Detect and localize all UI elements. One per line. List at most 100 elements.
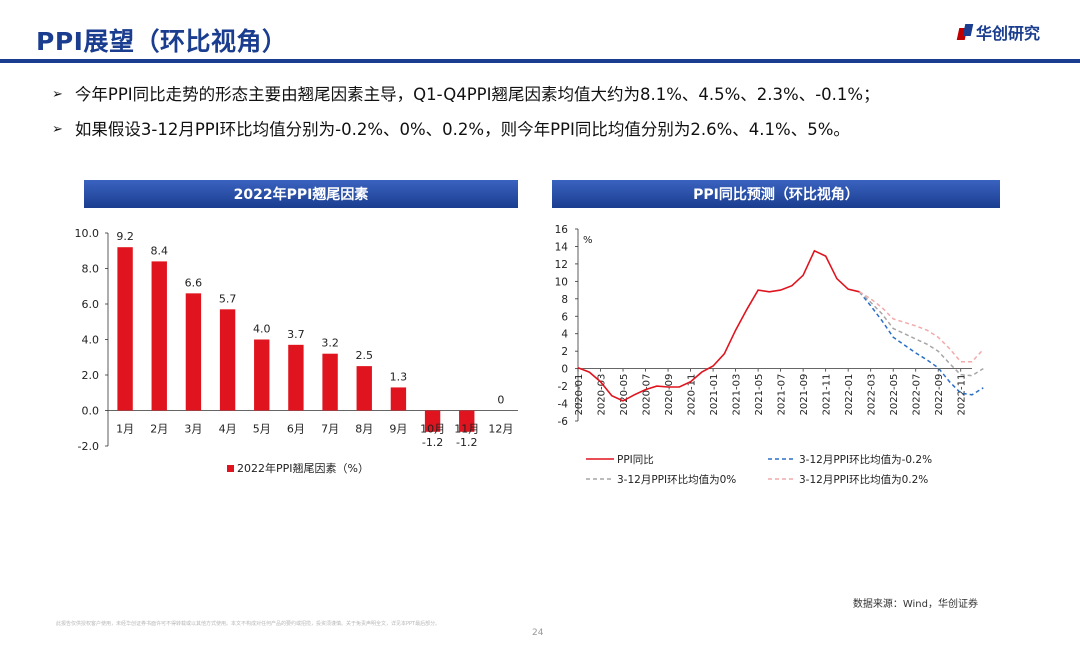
bar — [390, 387, 407, 411]
bullet-text: 如果假设3-12月PPI环比均值分别为-0.2%、0%、0.2%，则今年PPI同… — [74, 120, 850, 139]
x-tick-label: 3月 — [184, 423, 202, 436]
bar — [151, 261, 167, 411]
arrow-bullet-icon: ➢ — [52, 87, 63, 102]
disclaimer-text: 此报告仅供授权客户使用，未经华创证券书面许可不得转载或以其他方式使用。本文不构成… — [56, 621, 441, 627]
y-tick-label: 16 — [555, 224, 569, 236]
bar-value-label: 9.2 — [116, 230, 134, 243]
right-chart-title: PPI同比预测（环比视角） — [552, 180, 1000, 208]
x-tick-label: 2020-07 — [642, 374, 653, 416]
y-unit-label: % — [583, 235, 593, 246]
y-tick-label: 10 — [555, 276, 568, 288]
bar — [185, 293, 202, 411]
bar-value-label: 4.0 — [253, 323, 271, 336]
x-tick-label: 2021-03 — [732, 374, 743, 416]
y-tick-label: 12 — [555, 259, 568, 271]
bar-value-label: 3.7 — [287, 328, 305, 341]
x-tick-label: 8月 — [355, 423, 373, 436]
x-tick-label: 2020-01 — [574, 374, 585, 416]
data-source: 数据来源：Wind，华创证券 — [852, 599, 978, 610]
bar-value-label: 0 — [497, 394, 504, 407]
legend-swatch — [227, 465, 234, 472]
y-tick-label: -2.0 — [78, 440, 99, 453]
x-tick-label: 2021-09 — [799, 374, 810, 416]
bar — [459, 410, 475, 432]
x-tick-label: 12月 — [488, 423, 513, 436]
x-tick-label: 2021-05 — [754, 374, 765, 416]
x-tick-label: 2021-07 — [777, 374, 788, 416]
bullet-item: ➢ 如果假设3-12月PPI环比均值分别为-0.2%、0%、0.2%，则今年PP… — [52, 119, 880, 141]
bar — [424, 410, 441, 432]
x-tick-label: 5月 — [253, 423, 271, 436]
x-tick-label: 2022-03 — [867, 374, 878, 416]
x-tick-label: 11月 — [454, 423, 479, 436]
y-tick-label: 14 — [555, 241, 569, 253]
legend-label: 3-12月PPI环比均值为0% — [617, 473, 736, 486]
bar-value-label: -1.2 — [422, 436, 443, 449]
x-tick-label: 2020-09 — [664, 374, 675, 416]
y-tick-label: -2 — [558, 381, 568, 393]
x-tick-label: 2020-05 — [619, 374, 630, 416]
bullet-list: ➢ 今年PPI同比走势的形态主要由翘尾因素主导，Q1-Q4PPI翘尾因素均值大约… — [52, 84, 880, 154]
bar-value-label: 3.2 — [321, 337, 339, 350]
line-chart: -6 -4 -2 0 2 4 6 8 10 12 14 16% 2020-01 2020-03 2020-0… — [555, 224, 984, 486]
y-tick-label: 0.0 — [82, 405, 100, 418]
bar — [219, 309, 236, 411]
legend-label: 2022年PPI翘尾因素（%） — [237, 461, 369, 475]
x-tick-label: 4月 — [219, 423, 237, 436]
x-tick-label: 2022-07 — [912, 374, 923, 416]
x-tick-label: 2020-11 — [687, 374, 698, 416]
x-tick-label: 6月 — [287, 423, 305, 436]
x-tick-label: 2021-01 — [709, 374, 720, 416]
bar-value-label: -1.2 — [456, 436, 477, 449]
series-line — [858, 291, 984, 377]
x-tick-label: 2022-11 — [957, 374, 968, 416]
x-tick-label: 2020-03 — [597, 374, 608, 416]
legend-label: PPI同比 — [617, 453, 654, 466]
y-tick-label: 2.0 — [82, 369, 100, 382]
bar — [322, 353, 338, 411]
y-tick-label: 10.0 — [75, 227, 100, 240]
y-tick-label: 4.0 — [82, 334, 100, 347]
x-tick-label: 2021-11 — [822, 374, 833, 416]
bar-value-label: 2.5 — [356, 349, 374, 362]
bar — [254, 339, 270, 411]
y-tick-label: 4 — [561, 329, 568, 341]
x-tick-label: 10月 — [420, 423, 445, 436]
logo-icon — [956, 24, 974, 40]
header-divider — [0, 59, 1080, 63]
bullet-item: ➢ 今年PPI同比走势的形态主要由翘尾因素主导，Q1-Q4PPI翘尾因素均值大约… — [52, 84, 880, 106]
y-tick-label: 8.0 — [82, 263, 100, 276]
left-chart-title: 2022年PPI翘尾因素 — [84, 180, 518, 208]
bar — [356, 366, 372, 411]
bar-value-label: 8.4 — [151, 244, 169, 257]
bar-value-label: 5.7 — [219, 292, 237, 305]
bar-value-label: 1.3 — [390, 370, 408, 383]
x-tick-label: 1月 — [116, 423, 134, 436]
bar-value-label: 6.6 — [185, 276, 203, 289]
bar — [117, 247, 133, 411]
bar-chart: -2.0 0.0 2.0 4.0 6.0 8.0 10.0 9.2 1月 8.4 2月 6.6 3月 5.… — [75, 227, 518, 475]
series-line — [859, 291, 984, 363]
logo-text: 华创研究 — [975, 24, 1040, 43]
x-tick-label: 7月 — [321, 423, 339, 436]
y-tick-label: 2 — [561, 346, 568, 358]
x-tick-label: 2022-09 — [934, 374, 945, 416]
y-tick-label: 0 — [561, 364, 568, 376]
page-number: 24 — [532, 628, 544, 638]
x-tick-label: 2022-01 — [844, 374, 855, 416]
x-tick-label: 2月 — [150, 423, 168, 436]
legend-label: 3-12月PPI环比均值为0.2% — [799, 473, 928, 486]
brand-logo: 华创研究 — [956, 20, 1040, 44]
x-tick-label: 2022-05 — [889, 374, 900, 416]
y-tick-label: 8 — [561, 294, 568, 306]
bar — [288, 344, 304, 411]
page-title: PPI展望（环比视角） — [36, 27, 288, 56]
series-line — [577, 249, 860, 402]
y-tick-label: 6 — [561, 311, 568, 323]
arrow-bullet-icon: ➢ — [52, 122, 63, 137]
y-tick-label: -6 — [558, 416, 569, 428]
x-tick-label: 9月 — [389, 423, 407, 436]
bullet-text: 今年PPI同比走势的形态主要由翘尾因素主导，Q1-Q4PPI翘尾因素均值大约为8… — [74, 85, 880, 104]
y-tick-label: 6.0 — [82, 298, 100, 311]
y-tick-label: -4 — [558, 399, 569, 411]
